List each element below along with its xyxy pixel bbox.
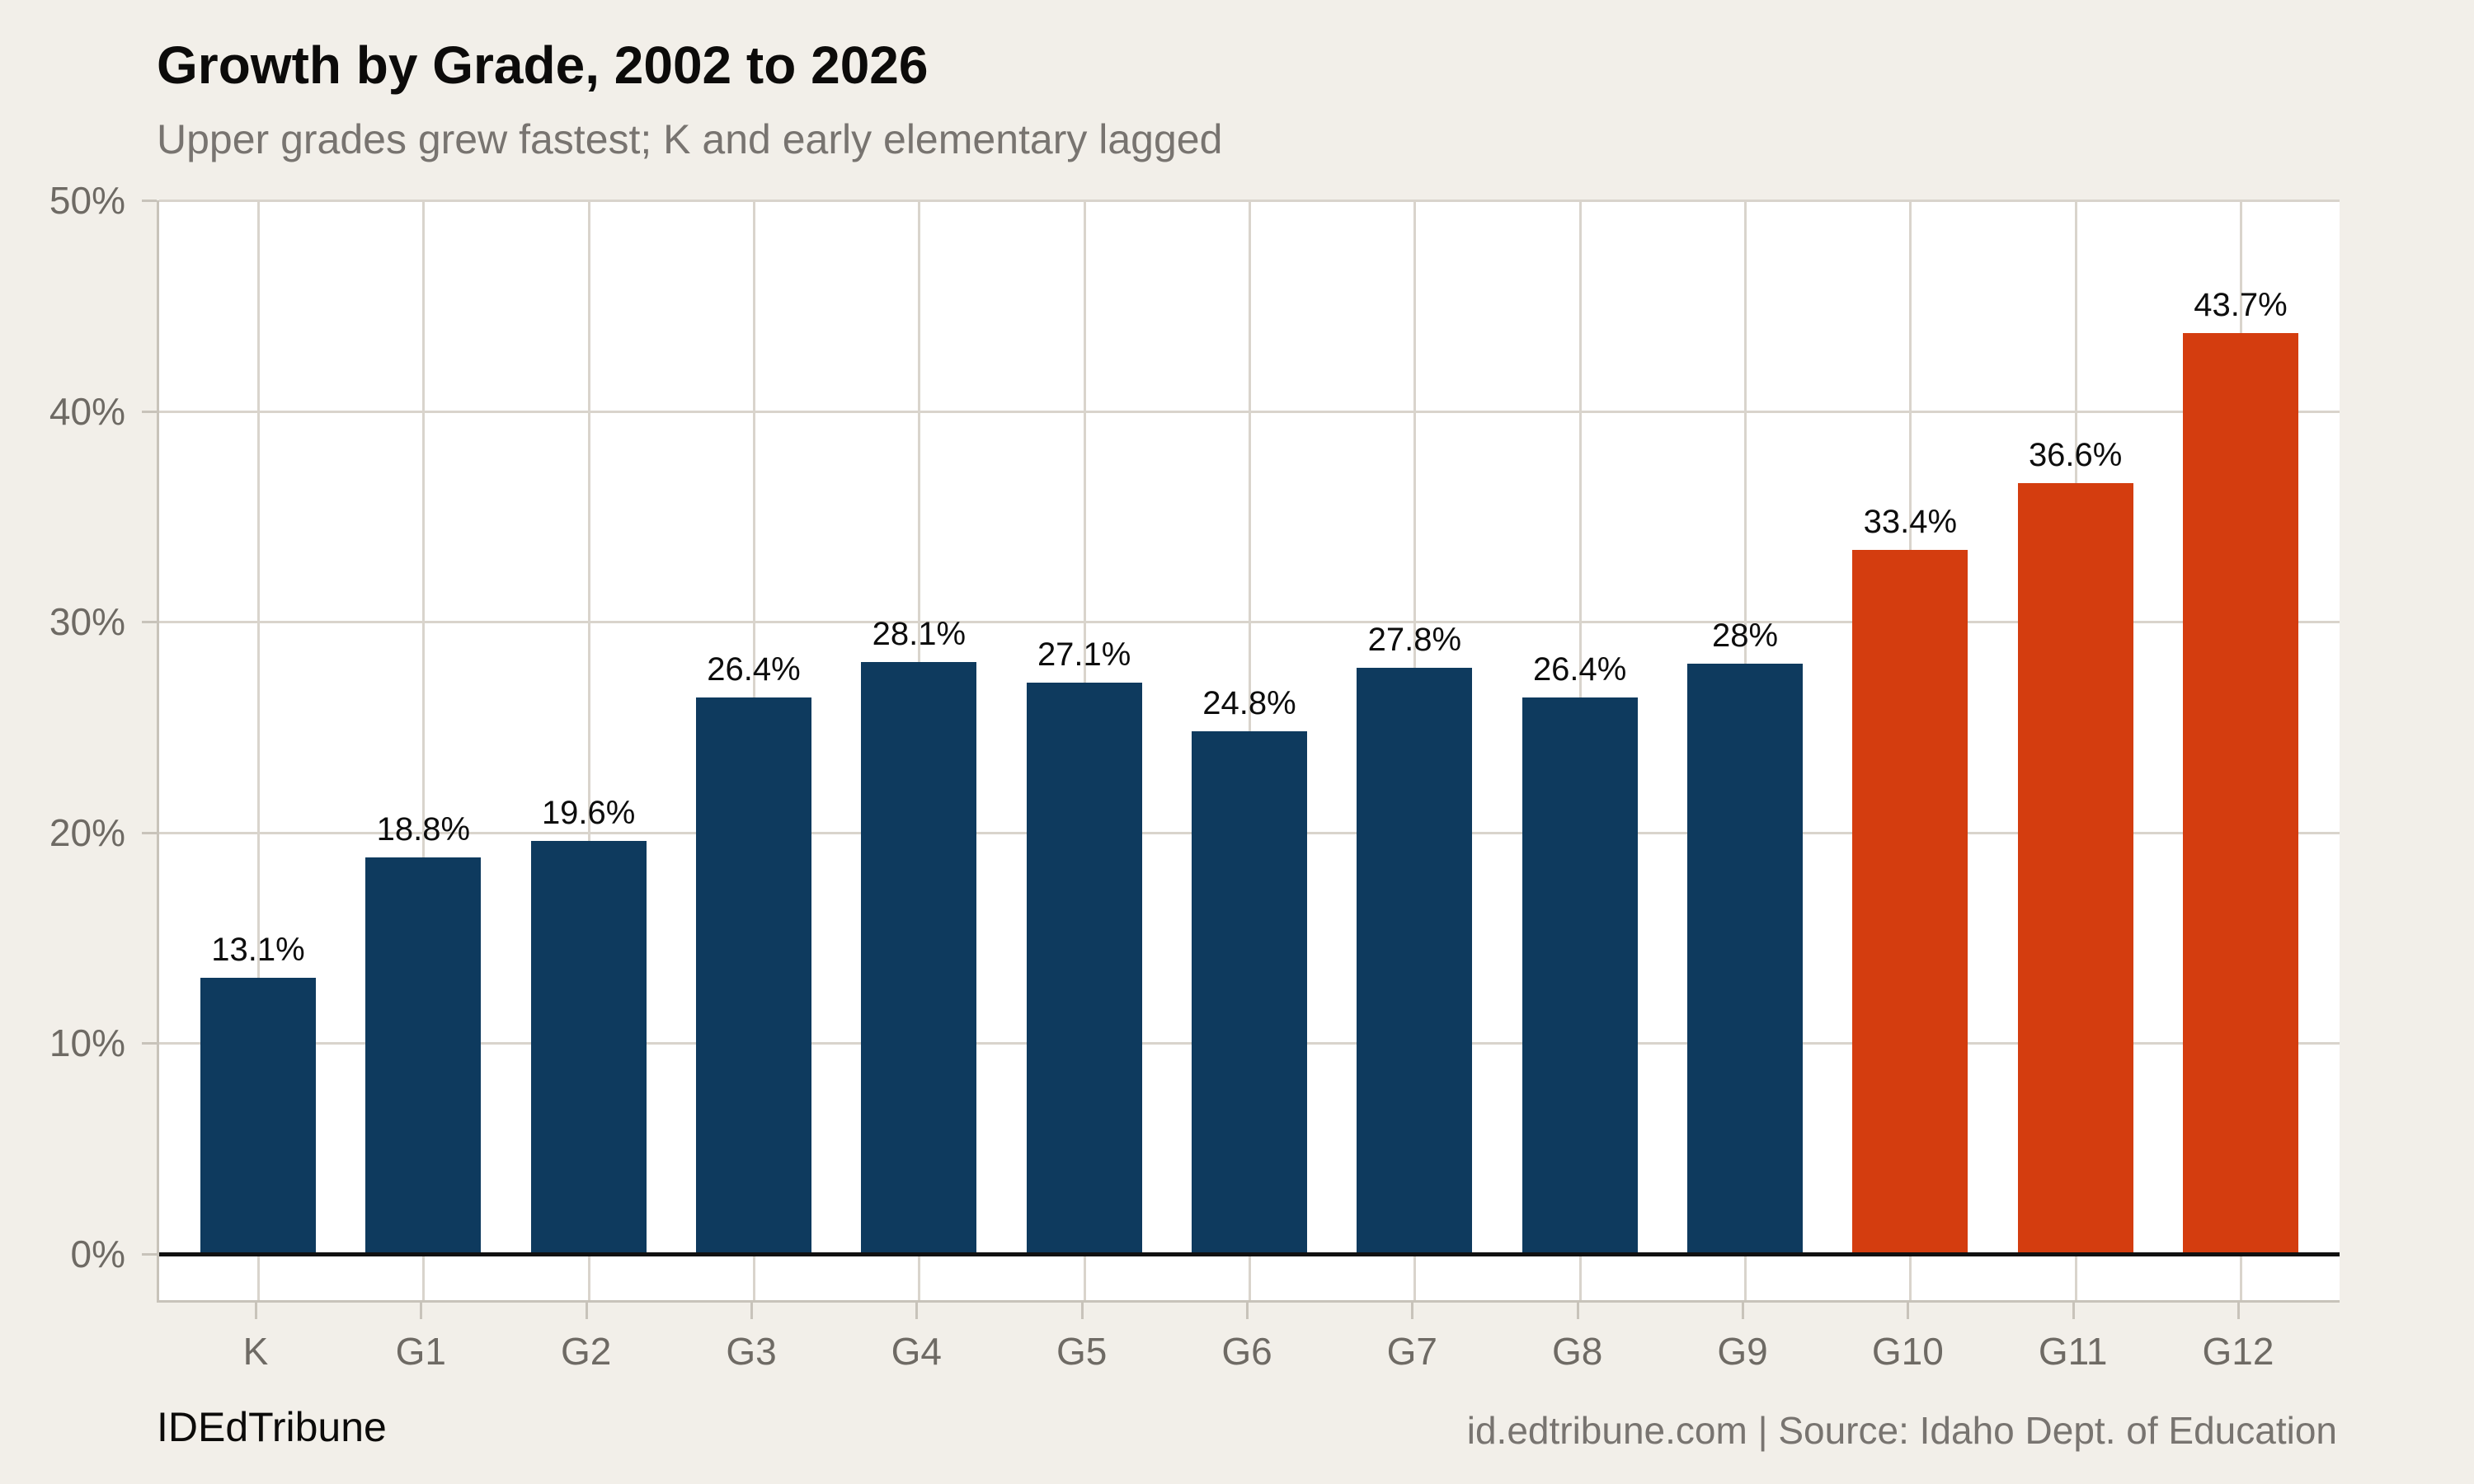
- bar-g6: [1192, 731, 1307, 1254]
- y-axis-tick-label: 0%: [70, 1233, 125, 1275]
- gridline-vertical: [422, 200, 426, 1300]
- x-axis-tick-label: G3: [726, 1330, 777, 1373]
- x-axis-tick-label: G12: [2202, 1330, 2274, 1373]
- bar-g10: [1852, 550, 1968, 1254]
- x-axis-tick-label: G8: [1551, 1330, 1603, 1373]
- y-axis-tick-label: 20%: [49, 810, 125, 854]
- x-axis-tick: [2237, 1303, 2240, 1319]
- chart-subtitle: Upper grades grew fastest; K and early e…: [157, 116, 1223, 162]
- bar-value-label: 33.4%: [1863, 504, 1958, 541]
- bar-value-label: 28%: [1711, 618, 1779, 655]
- publisher-logo-text: IDEdTribune: [157, 1404, 387, 1450]
- bar-value-label: 24.8%: [1202, 685, 1296, 722]
- x-axis-tick-label: G2: [560, 1330, 612, 1373]
- y-axis-tick-label: 40%: [49, 389, 125, 433]
- x-axis-tick: [1907, 1303, 1910, 1319]
- bar-g11: [2017, 482, 2133, 1254]
- bar-value-label: 18.8%: [376, 811, 471, 848]
- bar-value-label: 26.4%: [707, 651, 801, 688]
- bar-g12: [2183, 333, 2298, 1254]
- bar-g1: [365, 857, 482, 1254]
- y-axis-tick: [142, 1042, 157, 1045]
- x-axis-tick-label: G11: [2038, 1330, 2108, 1373]
- bar-k: [200, 978, 316, 1254]
- bar-value-label: 19.6%: [541, 795, 636, 832]
- bar-g4: [861, 661, 977, 1254]
- x-axis-tick-label: G1: [395, 1330, 447, 1373]
- bar-value-label: 27.1%: [1037, 636, 1131, 674]
- bar-value-label: 27.8%: [1367, 622, 1462, 659]
- bar-g3: [696, 697, 811, 1254]
- bar-g9: [1687, 664, 1803, 1254]
- zero-baseline: [159, 1252, 2340, 1256]
- bar-value-label: 28.1%: [872, 615, 967, 652]
- y-axis-tick-label: 10%: [49, 1021, 125, 1065]
- x-axis-tick-label: G5: [1056, 1330, 1108, 1373]
- x-axis-tick-label: K: [242, 1330, 269, 1373]
- x-axis-tick: [585, 1303, 588, 1319]
- y-axis-tick: [142, 410, 157, 413]
- x-axis-tick-label: G4: [891, 1330, 943, 1373]
- y-axis-tick-label: 50%: [49, 179, 125, 222]
- bar-g2: [530, 841, 647, 1254]
- x-axis-tick: [750, 1303, 753, 1319]
- bar-g7: [1357, 668, 1473, 1254]
- x-axis-tick: [915, 1303, 919, 1319]
- y-axis-tick: [142, 200, 157, 202]
- y-axis-tick: [142, 621, 157, 624]
- x-axis-tick: [1576, 1303, 1579, 1319]
- y-axis-tick: [142, 831, 157, 834]
- x-axis-tick: [1742, 1303, 1744, 1319]
- y-axis-tick-label: 30%: [49, 600, 125, 644]
- gridline-vertical: [587, 200, 590, 1300]
- bar-g8: [1522, 697, 1638, 1254]
- x-axis-tick-label: G7: [1386, 1330, 1438, 1373]
- x-axis-tick-label: G10: [1871, 1330, 1944, 1373]
- bar-value-label: 43.7%: [2194, 287, 2288, 324]
- y-axis-tick: [142, 1253, 157, 1256]
- bar-value-label: 13.1%: [211, 932, 305, 969]
- chart-title: Growth by Grade, 2002 to 2026: [157, 35, 929, 95]
- x-axis-tick: [1080, 1303, 1084, 1319]
- gridline-vertical: [257, 200, 260, 1300]
- x-axis-tick-label: G6: [1221, 1330, 1272, 1373]
- plot-area: 13.1% 18.8% 19.6% 26.4% 28.1% 27.1% 24.8% 27.8%…: [157, 200, 2340, 1303]
- x-axis-tick: [1246, 1303, 1249, 1319]
- x-axis-tick: [1411, 1303, 1414, 1319]
- bar-g5: [1026, 683, 1142, 1254]
- x-axis-tick-label: G9: [1717, 1330, 1768, 1373]
- x-axis-tick: [255, 1303, 257, 1319]
- bar-value-label: 26.4%: [1532, 651, 1627, 688]
- x-axis-tick: [420, 1303, 423, 1319]
- source-attribution: id.edtribune.com | Source: Idaho Dept. o…: [1466, 1409, 2337, 1452]
- bar-value-label: 36.6%: [2028, 436, 2123, 473]
- x-axis-tick: [2072, 1303, 2075, 1319]
